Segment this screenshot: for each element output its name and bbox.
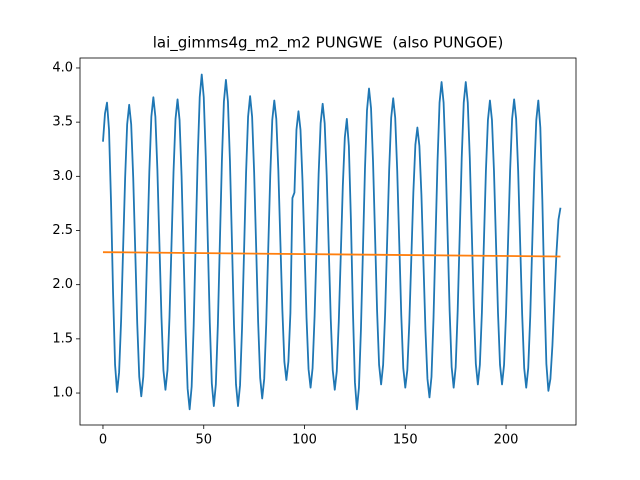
y-tick-label: 2.0 (52, 277, 73, 292)
x-tick-label: 100 (292, 433, 317, 448)
y-tick-label: 1.5 (52, 331, 73, 346)
data-line (102, 251, 561, 258)
y-tick-label: 4.0 (52, 60, 73, 75)
x-tick-label: 200 (494, 433, 519, 448)
y-tick-label: 3.5 (52, 115, 73, 130)
x-tick-label: 0 (99, 433, 107, 448)
y-tick-label: 1.0 (52, 386, 73, 401)
axes-frame (79, 57, 577, 426)
x-tick-label: 150 (393, 433, 418, 448)
x-tick-label: 50 (195, 433, 212, 448)
chart-title: lai_gimms4g_m2_m2 PUNGWE (also PUNGOE) (153, 34, 504, 53)
data-line (102, 73, 562, 411)
y-tick-label: 2.5 (52, 223, 73, 238)
y-tick-label: 3.0 (52, 169, 73, 184)
